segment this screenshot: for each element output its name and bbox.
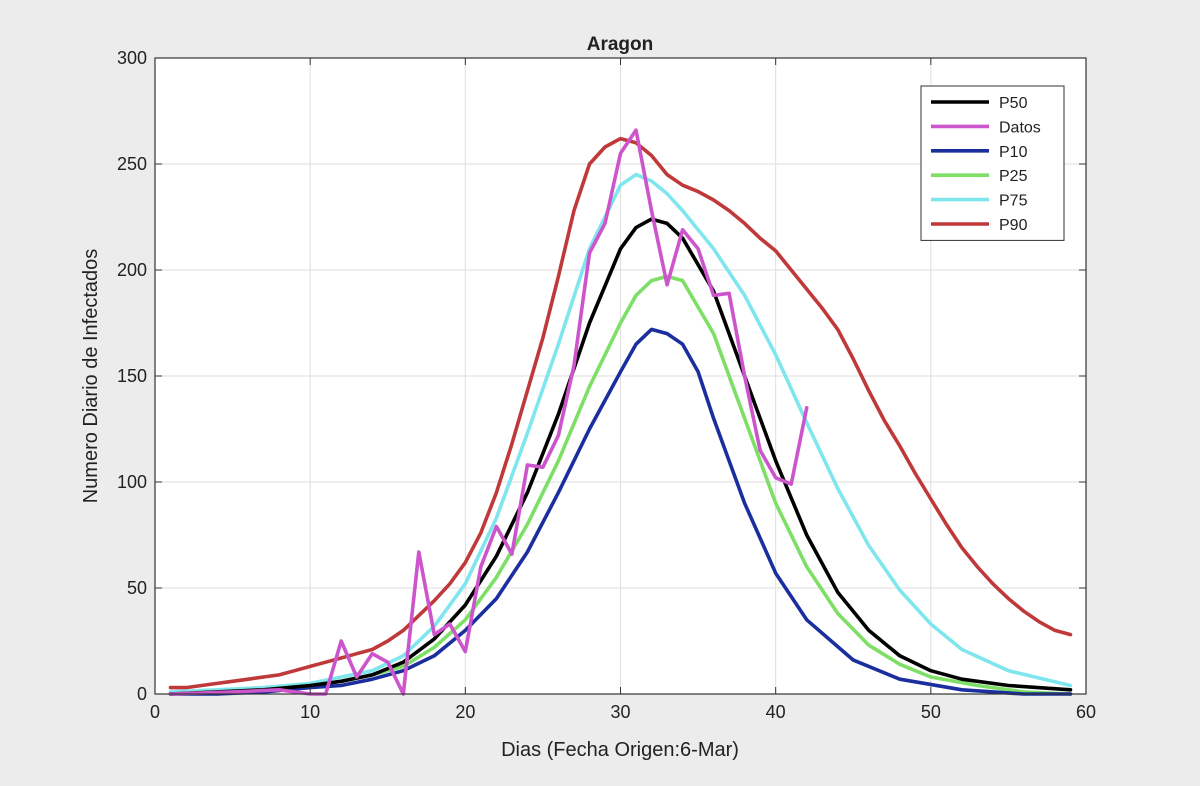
- series-line-p75: [168, 172, 1073, 694]
- legend-label-datos: Datos: [999, 119, 1041, 136]
- x-tick-label: 20: [455, 702, 475, 722]
- x-axis-label: Dias (Fecha Origen:6-Mar): [501, 739, 739, 761]
- series-line-p90: [168, 136, 1073, 690]
- y-tick-label: 100: [117, 472, 147, 492]
- legend-label-p50: P50: [999, 95, 1028, 112]
- series-line-datos: [168, 128, 809, 696]
- x-tick-label: 30: [610, 702, 630, 722]
- x-tick-label: 40: [766, 702, 786, 722]
- legend: P50 Datos P10 P25 P75 P90: [920, 85, 1065, 241]
- y-tick-label: 150: [117, 366, 147, 386]
- y-tick-label: 0: [137, 684, 147, 704]
- series-line-p50: [168, 217, 1073, 696]
- y-tick-label: 50: [127, 578, 147, 598]
- y-tick-label: 300: [117, 48, 147, 68]
- y-tick-label: 200: [117, 260, 147, 280]
- legend-box: [920, 85, 1065, 241]
- axis-ticks: 0 10 20 30 40 50 60 0 50 100 150 200 250 300: [117, 48, 1096, 722]
- y-tick-label: 250: [117, 154, 147, 174]
- series-lines: [168, 128, 1073, 696]
- x-tick-label: 60: [1076, 702, 1096, 722]
- x-tick-label: 10: [300, 702, 320, 722]
- x-tick-label: 0: [150, 702, 160, 722]
- legend-label-p90: P90: [999, 217, 1028, 234]
- legend-label-p75: P75: [999, 193, 1028, 210]
- chart-title: Aragon: [587, 34, 654, 55]
- series-line-p10: [168, 327, 1073, 696]
- legend-label-p25: P25: [999, 168, 1028, 185]
- legend-label-p10: P10: [999, 144, 1028, 161]
- y-axis-label: Numero Diario de Infectados: [80, 249, 102, 504]
- x-tick-label: 50: [921, 702, 941, 722]
